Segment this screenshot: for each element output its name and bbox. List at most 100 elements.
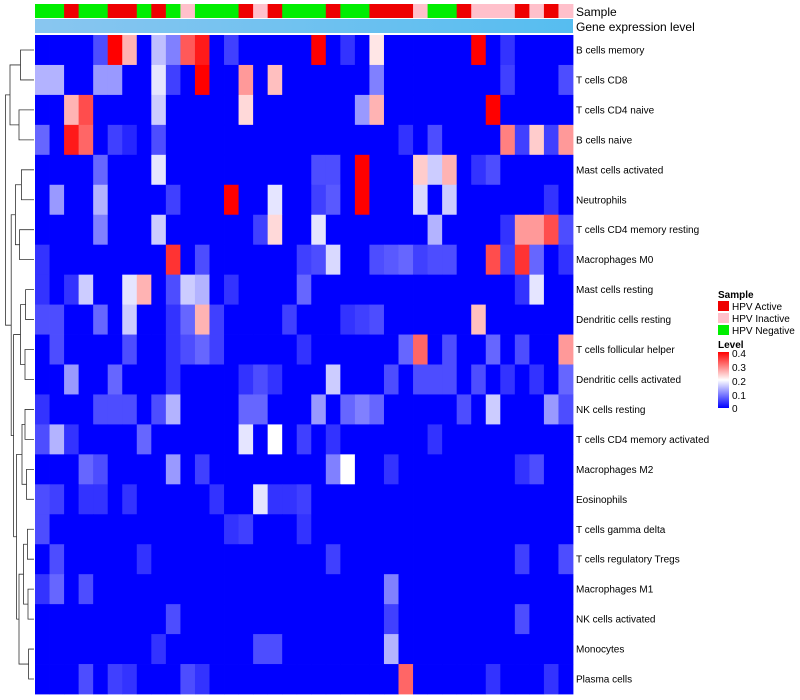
heatmap-cell	[398, 184, 414, 216]
heatmap-cell	[209, 454, 225, 485]
heatmap-cell	[471, 304, 487, 335]
heatmap-cell	[49, 304, 65, 335]
heatmap-cell	[369, 364, 385, 395]
heatmap-cell	[354, 394, 370, 425]
sample-annotation-cell	[354, 4, 370, 18]
heatmap-cell	[456, 64, 472, 96]
heatmap-cell	[253, 304, 269, 335]
heatmap-cell	[224, 94, 239, 126]
heatmap-cell	[398, 124, 414, 156]
heatmap-cell	[383, 484, 399, 515]
heatmap-cell	[413, 274, 428, 305]
heatmap-cell	[543, 94, 559, 126]
heatmap-cell	[354, 214, 370, 246]
heatmap-cell	[296, 274, 312, 305]
heatmap-cell	[514, 514, 530, 545]
heatmap-cell	[165, 274, 181, 305]
level-tick-0-3: 0.3	[732, 363, 746, 374]
heatmap-cell	[78, 274, 94, 305]
heatmap-cell	[49, 514, 65, 545]
heatmap-cell	[369, 35, 385, 66]
heatmap-cell	[238, 244, 254, 276]
sample-annotation-cell	[122, 4, 138, 18]
heatmap-cell	[383, 364, 399, 395]
heatmap-cell	[282, 634, 298, 665]
heatmap-cell	[267, 64, 283, 96]
heatmap-cell	[311, 484, 327, 515]
heatmap-cell	[136, 424, 152, 455]
heatmap-cell	[165, 634, 181, 665]
heatmap-cell	[471, 64, 487, 96]
heatmap-cell	[485, 334, 501, 365]
heatmap-cell	[500, 364, 516, 395]
heatmap-cell	[514, 244, 530, 276]
heatmap-cell	[311, 64, 327, 96]
heatmap-cell	[194, 154, 210, 186]
heatmap-cell	[398, 364, 414, 395]
row-label: B cells memory	[576, 45, 644, 56]
heatmap-cell	[122, 604, 138, 635]
heatmap-cell	[500, 634, 516, 665]
heatmap-cell	[442, 364, 458, 395]
heatmap-cell	[398, 514, 414, 545]
heatmap-cell	[224, 35, 239, 66]
heatmap-cell	[64, 214, 80, 246]
heatmap-cell	[64, 664, 80, 695]
heatmap-cell	[136, 304, 152, 335]
heatmap-cell	[136, 394, 152, 425]
heatmap-cell	[49, 334, 65, 365]
heatmap-cell	[427, 634, 443, 665]
heatmap-cell	[224, 364, 239, 395]
heatmap-cell	[107, 664, 123, 695]
heatmap-cell	[35, 424, 50, 455]
heatmap-cell	[224, 544, 239, 575]
gene-expression-annotation-track	[35, 19, 573, 33]
heatmap-cell	[558, 35, 574, 66]
heatmap-cell	[514, 574, 530, 605]
heatmap-cell	[427, 604, 443, 635]
heatmap-cell	[209, 604, 225, 635]
sample-annotation-cell	[558, 4, 574, 18]
heatmap-cell	[442, 634, 458, 665]
heatmap-cell	[427, 214, 443, 246]
heatmap-cell	[78, 574, 94, 605]
heatmap-cell	[442, 664, 458, 695]
heatmap-cell	[500, 514, 516, 545]
sample-annotation-cell	[485, 4, 501, 18]
heatmap-cell	[35, 454, 50, 485]
heatmap-cell	[253, 244, 269, 276]
heatmap-cell	[514, 364, 530, 395]
heatmap-cell	[558, 664, 574, 695]
sample-annotation-cell	[398, 4, 414, 18]
row-label: NK cells activated	[576, 615, 655, 626]
heatmap-cell	[93, 544, 109, 575]
heatmap-cell	[296, 184, 312, 216]
heatmap-cell	[442, 244, 458, 276]
heatmap-cell	[354, 304, 370, 335]
heatmap-cell	[209, 154, 225, 186]
heatmap-cell	[267, 664, 283, 695]
heatmap-cell	[543, 574, 559, 605]
heatmap-cell	[209, 334, 225, 365]
heatmap-cell	[136, 664, 152, 695]
heatmap-cell	[180, 424, 196, 455]
heatmap-cell	[485, 124, 501, 156]
heatmap-cell	[136, 124, 152, 156]
level-legend: Level 0.4 0.3 0.2 0.1 0	[718, 340, 746, 415]
heatmap-cell	[136, 484, 152, 515]
heatmap-cell	[165, 64, 181, 96]
heatmap-cell	[282, 184, 298, 216]
sample-annotation-cell	[529, 4, 545, 18]
dendrogram-branch	[19, 229, 34, 261]
heatmap-cell	[558, 454, 574, 485]
heatmap-cell	[64, 94, 80, 126]
heatmap-cell	[558, 64, 574, 96]
heatmap-cell	[238, 544, 254, 575]
heatmap-cell	[529, 184, 545, 216]
heatmap-cell	[354, 35, 370, 66]
heatmap-cell	[471, 364, 487, 395]
sample-annotation-cell	[136, 4, 152, 18]
heatmap-cell	[165, 304, 181, 335]
heatmap-cell	[165, 184, 181, 216]
